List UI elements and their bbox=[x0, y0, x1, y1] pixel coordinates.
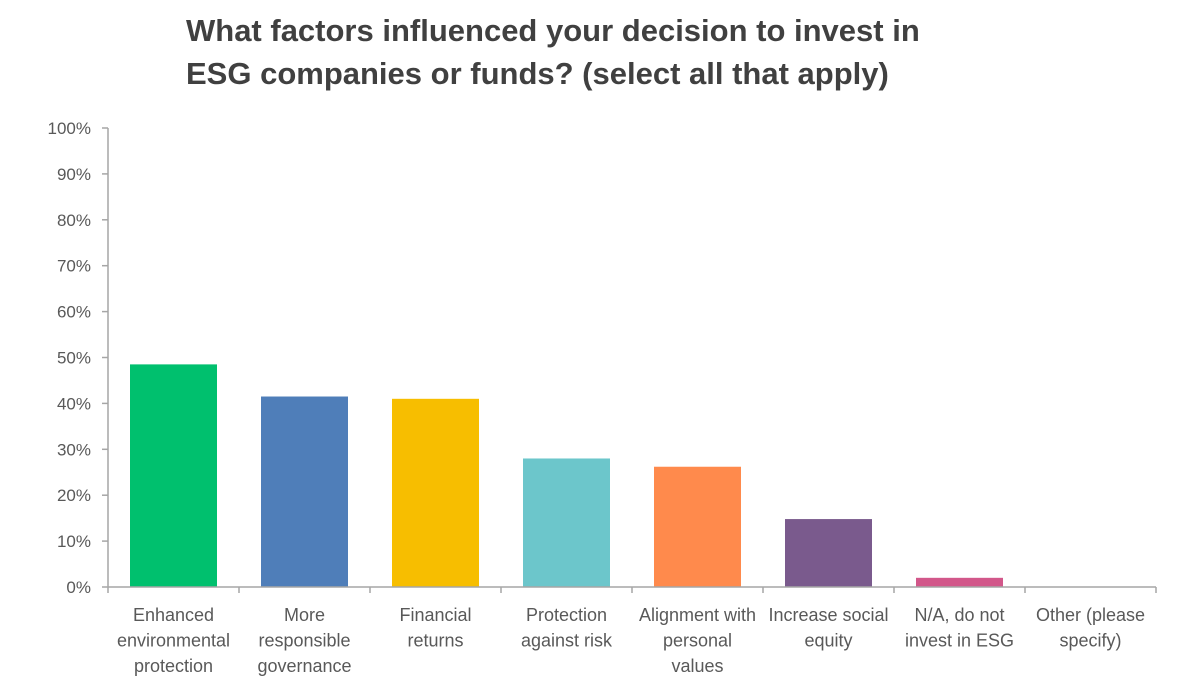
bar bbox=[654, 466, 741, 587]
x-category-label-line: governance bbox=[257, 656, 351, 676]
chart-title-line-1: What factors influenced your decision to… bbox=[186, 13, 920, 48]
bar bbox=[130, 364, 217, 587]
x-category-label-line: personal bbox=[663, 631, 732, 651]
x-category-label: Increase social equity bbox=[768, 605, 888, 651]
bar bbox=[916, 577, 1003, 587]
chart-title-line-2: ESG companies or funds? (select all that… bbox=[186, 56, 889, 91]
bar bbox=[523, 458, 610, 587]
x-category-label: Enhanced environmental protection bbox=[117, 605, 230, 676]
y-axis: 0% 10% 20% 30% 40% 50% 60% 70% 80% 90% 100% bbox=[48, 119, 109, 597]
x-category-label-line: N/A, do not bbox=[914, 605, 1004, 625]
x-category-label-line: returns bbox=[407, 631, 463, 651]
y-tick-label: 30% bbox=[57, 440, 91, 459]
y-tick-label: 0% bbox=[66, 578, 91, 597]
y-tick-label: 10% bbox=[57, 532, 91, 551]
x-category-label-line: Enhanced bbox=[133, 605, 214, 625]
bar bbox=[392, 398, 479, 587]
x-category-label-line: responsible bbox=[258, 631, 350, 651]
x-category-label-line: values bbox=[671, 656, 723, 676]
y-tick-label: 50% bbox=[57, 349, 91, 368]
y-tick-label: 100% bbox=[48, 119, 91, 138]
x-category-label-line: against risk bbox=[521, 631, 613, 651]
y-tick-label: 60% bbox=[57, 303, 91, 322]
y-tick-label: 90% bbox=[57, 165, 91, 184]
chart-title: What factors influenced your decision to… bbox=[186, 9, 1086, 95]
x-category-label-line: equity bbox=[804, 631, 852, 651]
x-category-label-line: environmental bbox=[117, 631, 230, 651]
y-tick-label: 20% bbox=[57, 486, 91, 505]
x-category-label: Protection against risk bbox=[521, 605, 613, 651]
x-category-label-line: More bbox=[284, 605, 325, 625]
x-category-label: Financial returns bbox=[399, 605, 471, 651]
x-category-label: N/A, do not invest in ESG bbox=[905, 605, 1014, 651]
y-tick-label: 70% bbox=[57, 257, 91, 276]
x-category-label: Alignment with personal values bbox=[639, 605, 756, 676]
x-axis: Enhanced environmental protection More respo… bbox=[107, 586, 1157, 676]
y-tick-label: 40% bbox=[57, 394, 91, 413]
x-category-label-line: Alignment with bbox=[639, 605, 756, 625]
bar bbox=[261, 396, 348, 587]
bars bbox=[130, 364, 1003, 587]
x-category-label-line: Protection bbox=[526, 605, 607, 625]
x-category-label-line: Financial bbox=[399, 605, 471, 625]
x-category-label: More responsible governance bbox=[257, 605, 351, 676]
y-tick-label: 80% bbox=[57, 211, 91, 230]
x-category-label-line: Increase social bbox=[768, 605, 888, 625]
x-category-label: Other (please specify) bbox=[1036, 605, 1145, 651]
bar bbox=[785, 519, 872, 587]
x-category-label-line: Other (please bbox=[1036, 605, 1145, 625]
x-category-label-line: protection bbox=[134, 656, 213, 676]
x-category-label-line: invest in ESG bbox=[905, 631, 1014, 651]
x-category-label-line: specify) bbox=[1059, 631, 1121, 651]
